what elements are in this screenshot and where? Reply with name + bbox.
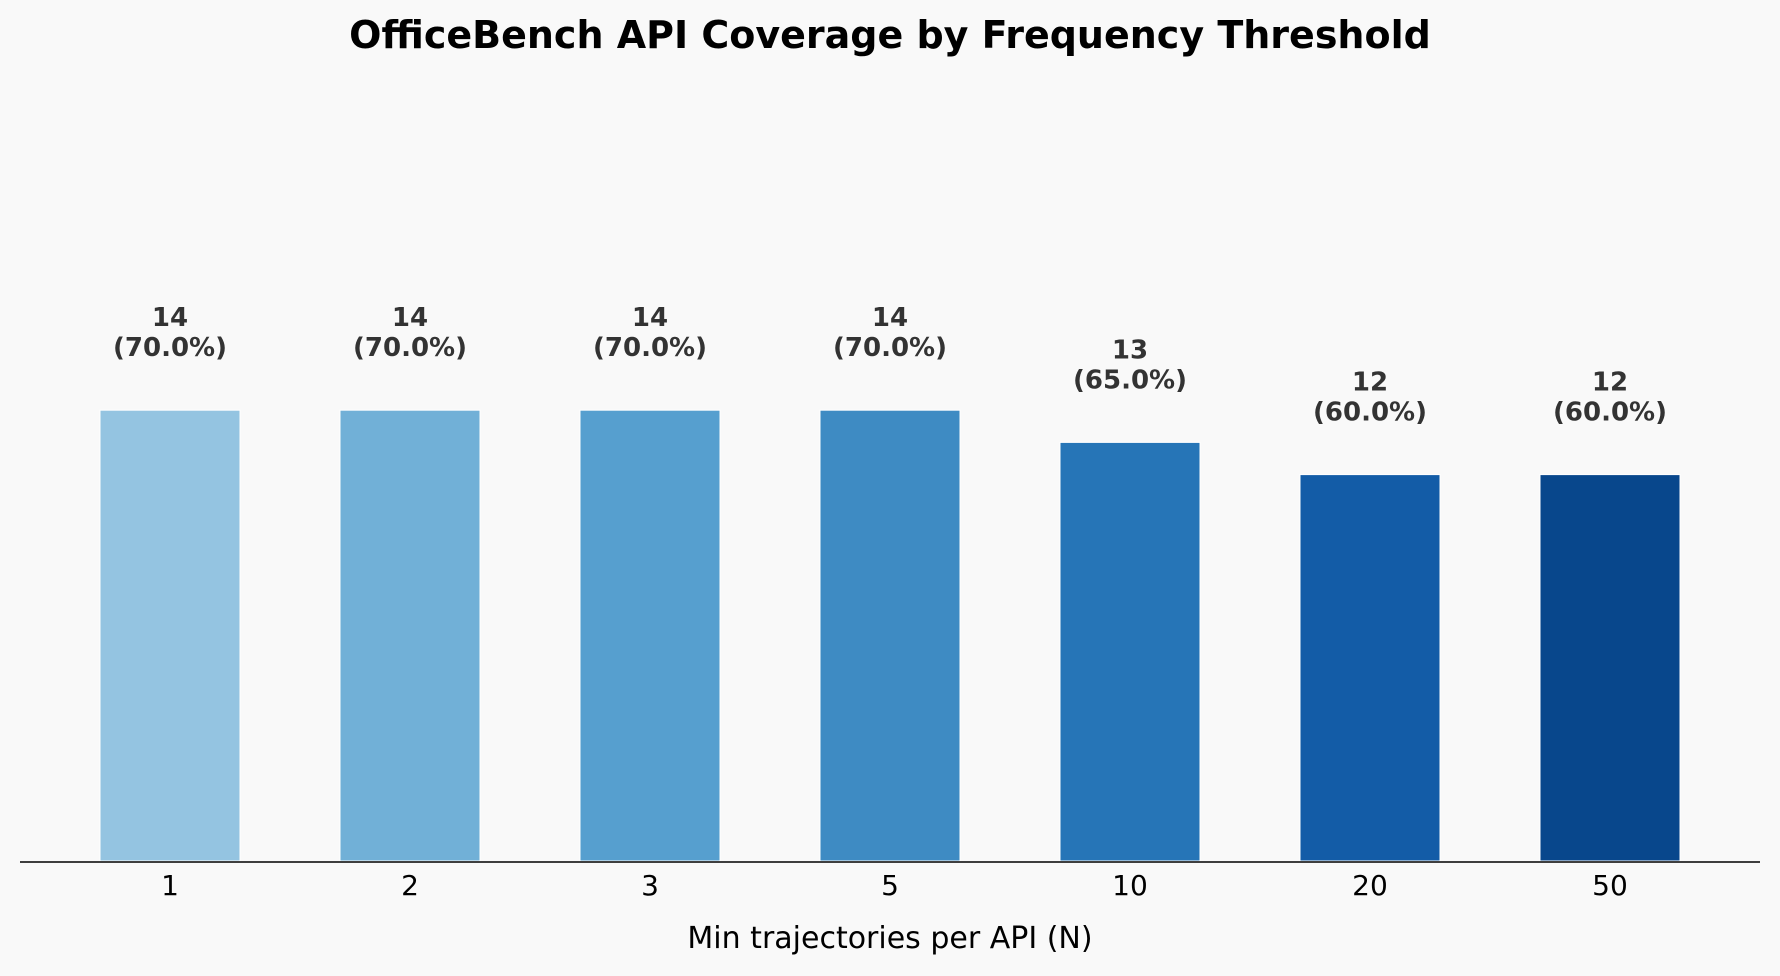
x-tick-label-2: 2 <box>401 869 419 902</box>
bar-value-label-1: 14 <box>152 303 188 333</box>
bar-value-label-5: 14 <box>872 303 908 333</box>
x-tick-labels: 1 2 3 5 10 20 50 <box>161 869 1628 902</box>
bar-value-label-50: 12 <box>1592 368 1628 398</box>
bar-percent-label-2: (70.0%) <box>353 333 467 363</box>
x-tick-label-1: 1 <box>161 869 179 902</box>
bar-value-label-20: 12 <box>1352 368 1388 398</box>
bar-1 <box>99 409 241 862</box>
bar-5 <box>819 409 961 862</box>
bars-group <box>99 409 1681 862</box>
x-tick-label-20: 20 <box>1352 869 1388 902</box>
bar-percent-label-1: (70.0%) <box>113 333 227 363</box>
bar-value-label-3: 14 <box>632 303 668 333</box>
chart-title: OfficeBench API Coverage by Frequency Th… <box>349 13 1431 57</box>
bar-2 <box>339 409 481 862</box>
bar-20 <box>1299 474 1441 862</box>
bar-percent-label-10: (65.0%) <box>1073 365 1187 395</box>
bar-value-label-10: 13 <box>1112 335 1148 365</box>
x-axis-label: Min trajectories per API (N) <box>687 921 1092 956</box>
bar-percent-label-5: (70.0%) <box>833 333 947 363</box>
x-tick-label-3: 3 <box>641 869 659 902</box>
bar-3 <box>579 409 721 862</box>
bar-percent-label-20: (60.0%) <box>1313 398 1427 428</box>
bar-value-label-2: 14 <box>392 303 428 333</box>
x-tick-label-10: 10 <box>1112 869 1148 902</box>
bar-10 <box>1059 441 1201 862</box>
bar-value-labels: 14(70.0%)14(70.0%)14(70.0%)14(70.0%) 13(6… <box>113 303 1667 427</box>
x-tick-label-5: 5 <box>881 869 899 902</box>
bar-50 <box>1539 474 1681 862</box>
x-tick-label-50: 50 <box>1592 869 1628 902</box>
bar-percent-label-3: (70.0%) <box>593 333 707 363</box>
bar-percent-label-50: (60.0%) <box>1553 398 1667 428</box>
